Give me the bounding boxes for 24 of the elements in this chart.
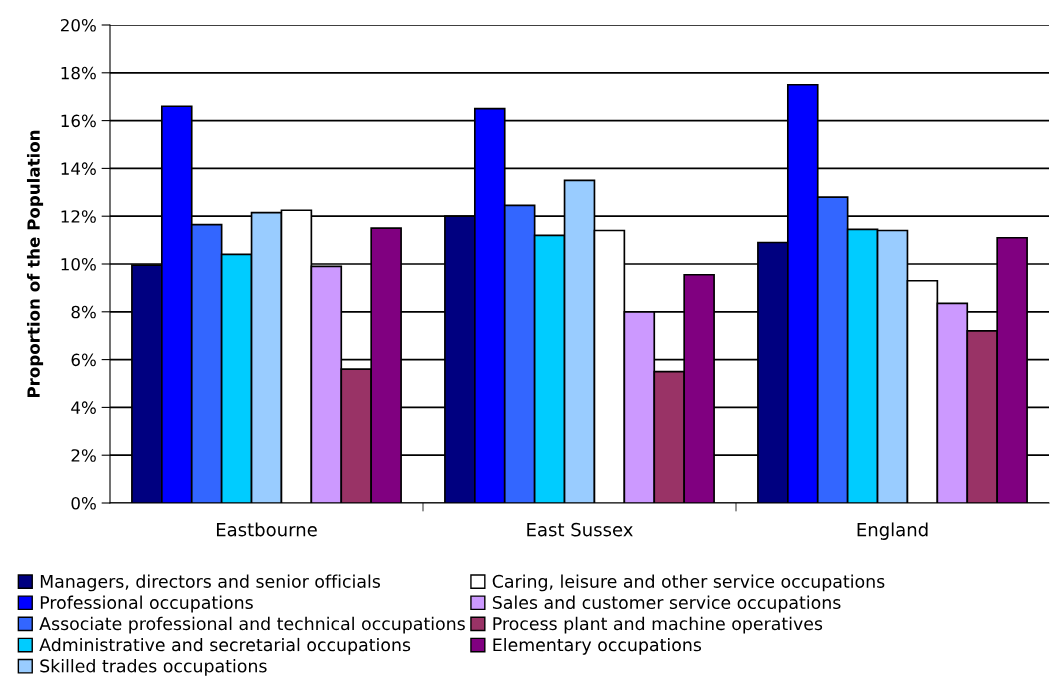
- y-tick-label: 10%: [61, 257, 96, 271]
- y-tick-label: 6%: [71, 353, 96, 367]
- y-axis-title: Proportion of the Population: [26, 130, 44, 398]
- y-tick-label: 20%: [60, 18, 96, 32]
- y-tick-label: 16%: [61, 114, 96, 128]
- legend-label: Elementary occupations: [493, 637, 702, 655]
- y-tick-label: 4%: [71, 401, 96, 414]
- x-tick-label: England: [857, 522, 928, 540]
- y-tick-label: 0%: [71, 496, 96, 510]
- y-tick-label: 14%: [61, 162, 96, 175]
- y-tick-label: 18%: [61, 66, 96, 80]
- legend-label: Professional occupations: [40, 595, 253, 613]
- x-tick-label: East Sussex: [527, 522, 633, 537]
- legend-label: Process plant and machine operatives: [493, 616, 823, 634]
- y-tick-label: 8%: [71, 305, 96, 319]
- y-tick-label: 12%: [61, 210, 96, 223]
- x-tick-label: Eastbourne: [216, 522, 317, 537]
- legend-label: Caring, leisure and other service occupations: [492, 574, 885, 592]
- legend-label: Associate professional and technical occupations: [39, 616, 465, 634]
- y-tick-label: 2%: [71, 449, 96, 462]
- legend-label: Managers, directors and senior officials: [40, 574, 381, 592]
- legend-label: Skilled trades occupations: [40, 659, 267, 676]
- legend-label: Sales and customer service occupations: [492, 595, 841, 613]
- legend-label: Administrative and secretarial occupations: [39, 637, 411, 655]
